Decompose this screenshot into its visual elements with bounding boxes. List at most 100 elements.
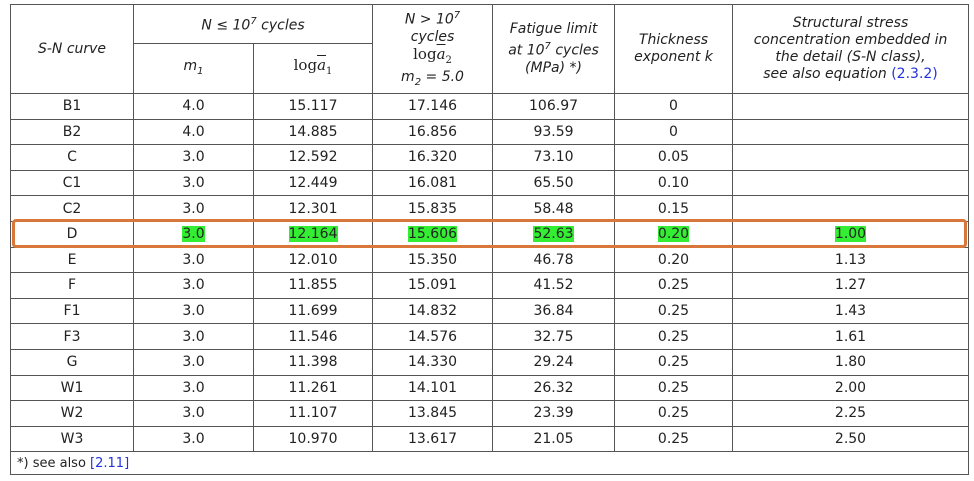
- header-text: Fatigue limit: [509, 21, 598, 38]
- table-cell: 15.091: [372, 272, 494, 299]
- table-cell: 73.10: [492, 144, 616, 171]
- table-cell: 12.010: [252, 246, 374, 274]
- header-text: Structural stress: [792, 15, 909, 31]
- cell-text: 12.301: [288, 200, 338, 217]
- table-row: B1 4.0 15.117 17.146 106.97 0: [10, 93, 970, 120]
- table-body: B1 4.0 15.117 17.146 106.97 0 B2 4.0 14.885 16.85…: [10, 93, 970, 453]
- table-cell: 3.0: [133, 246, 254, 274]
- table-cell: G: [10, 348, 134, 376]
- cell-text: 11.699: [288, 303, 338, 320]
- table-cell: 12.592: [252, 144, 374, 171]
- table-cell: 13.617: [372, 425, 494, 453]
- table-cell: 16.081: [372, 169, 494, 197]
- cell-text: 21.05: [533, 431, 574, 448]
- table-cell: B2: [10, 118, 134, 146]
- cell-text: W3: [60, 431, 84, 448]
- table-cell: 0.25: [614, 348, 734, 376]
- cell-text: 14.576: [408, 328, 458, 345]
- cell-text: 0: [669, 123, 678, 140]
- cell-text: 3.0: [182, 303, 205, 320]
- cell-text: 3.0: [182, 277, 205, 294]
- table-row: C 3.0 12.592 16.320 73.10 0.05: [10, 144, 970, 171]
- table-cell: W1: [10, 374, 134, 402]
- table-cell: 3.0: [133, 220, 254, 248]
- row-highlight-box: [11, 219, 967, 249]
- cell-text: 1.13: [834, 251, 867, 268]
- table-cell: 14.101: [372, 374, 494, 402]
- table-cell: 14.885: [252, 118, 374, 146]
- cell-text: 2.00: [834, 379, 867, 396]
- table-cell: 3.0: [133, 272, 254, 299]
- cell-text: 0.25: [657, 303, 690, 320]
- cell-text: C: [67, 149, 77, 166]
- header-text: 2: [445, 54, 452, 66]
- cell-text: 3.0: [182, 175, 205, 192]
- table-cell: [732, 118, 970, 146]
- cell-text: 15.117: [288, 98, 338, 115]
- table-cell: 36.84: [492, 297, 616, 325]
- table-cell: 11.107: [252, 400, 374, 427]
- cell-text: W1: [60, 379, 84, 396]
- table-row: W1 3.0 11.261 14.101 26.32 0.25 2.00: [10, 374, 970, 402]
- header-text: cycles: [410, 28, 455, 45]
- cell-text: 4.0: [182, 98, 205, 115]
- cell-text: 0.05: [657, 149, 690, 166]
- table-cell: 1.43: [732, 297, 970, 325]
- table-cell: 0: [614, 93, 734, 120]
- table-row: C1 3.0 12.449 16.081 65.50 0.10: [10, 169, 970, 197]
- reference-link[interactable]: (2.3.2): [891, 66, 938, 82]
- table-cell: 0.10: [614, 169, 734, 197]
- table-cell: 1.27: [732, 272, 970, 299]
- header-text: S-N curve: [37, 40, 107, 57]
- table-cell: 3.0: [133, 297, 254, 325]
- header-cell: S-N curve: [10, 4, 134, 94]
- header-text: at 10: [508, 42, 545, 59]
- cell-text: 0.25: [657, 277, 690, 294]
- header-text: concentration embedded in: [753, 32, 948, 48]
- cell-text: 11.546: [288, 328, 338, 345]
- table-cell: 14.576: [372, 323, 494, 350]
- cell-text: D: [66, 226, 78, 243]
- table-row: B2 4.0 14.885 16.856 93.59 0: [10, 118, 970, 146]
- table-cell: F1: [10, 297, 134, 325]
- cell-text: 3.0: [182, 226, 205, 243]
- cell-text: 12.449: [288, 175, 338, 192]
- cell-text: 3.0: [182, 251, 205, 268]
- table-cell: 0.25: [614, 272, 734, 299]
- cell-text: 15.350: [408, 251, 458, 268]
- table-cell: C: [10, 144, 134, 171]
- cell-text: E: [67, 251, 77, 268]
- header-text: 7: [544, 41, 551, 53]
- cell-text: 11.107: [288, 405, 338, 422]
- table-cell: 3.0: [133, 144, 254, 171]
- table-row: F1 3.0 11.699 14.832 36.84 0.25 1.43: [10, 297, 970, 325]
- table-cell: [732, 169, 970, 197]
- table-cell: 0.20: [614, 220, 734, 248]
- cell-text: 12.164: [288, 226, 338, 243]
- table-cell: 3.0: [133, 400, 254, 427]
- table-cell: 29.24: [492, 348, 616, 376]
- table-cell: 15.350: [372, 246, 494, 274]
- table-cell: [732, 144, 970, 171]
- table-cell: 15.117: [252, 93, 374, 120]
- cell-text: 1.43: [834, 303, 867, 320]
- table-cell: 1.13: [732, 246, 970, 274]
- header-cell: N ≤ 107 cycles: [132, 4, 374, 44]
- cell-text: 14.832: [408, 303, 458, 320]
- table-cell: W2: [10, 400, 134, 427]
- header-text: 7: [453, 10, 461, 22]
- table-cell: 1.80: [732, 348, 970, 376]
- cell-text: 0.10: [657, 175, 690, 192]
- table-cell: 93.59: [492, 118, 616, 146]
- cell-text: 52.63: [533, 226, 574, 243]
- table-cell: [732, 93, 970, 120]
- header-text: N ≤ 10: [201, 17, 251, 34]
- cell-text: F: [67, 277, 77, 294]
- reference-link[interactable]: [2.11]: [90, 455, 130, 471]
- cell-text: W2: [60, 405, 84, 422]
- table-cell: E: [10, 246, 134, 274]
- header-cell: Thickness exponent k: [614, 4, 734, 94]
- cell-text: 65.50: [533, 175, 574, 192]
- cell-text: 1.00: [834, 226, 867, 243]
